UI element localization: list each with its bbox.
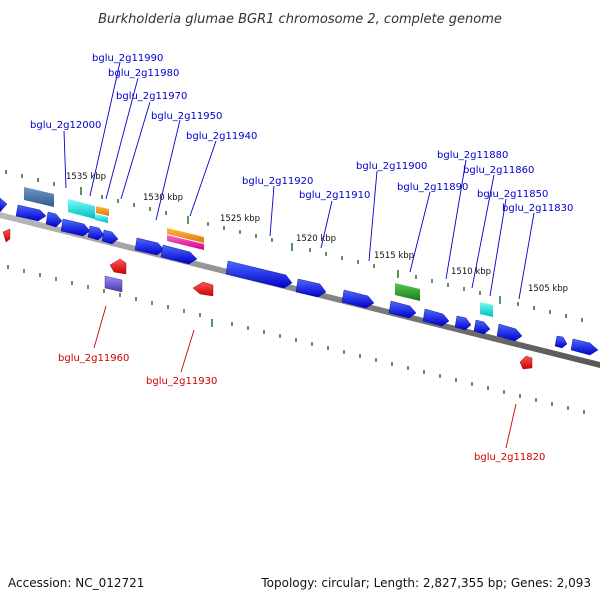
gene-label: bglu_2g11880 [437,150,508,161]
gene-arrow [570,338,599,356]
gene-label: bglu_2g11920 [242,176,313,187]
gene-label: bglu_2g12000 [30,120,101,131]
feature-violet [104,275,123,293]
gene-arrow [295,278,327,298]
scale-ticks-inner [7,265,585,414]
feature-cyan-right [480,302,493,317]
forward-leader-lines [63,61,535,300]
gene-arrow [341,289,375,309]
gene-label: bglu_2g11960 [58,353,129,364]
gene-arrow [554,335,568,349]
gene-label: bglu_2g11990 [92,53,163,64]
kbp-label-1530: 1530 kbp [143,193,183,203]
gene-arrow [15,204,47,222]
reverse-genes [2,228,533,370]
gene-arrow [109,258,127,275]
gene-label: bglu_2g11910 [299,190,370,201]
kbp-label-1525: 1525 kbp [220,214,260,224]
gene-arrow [422,308,450,327]
gene-arrow [519,355,533,370]
gene-label: bglu_2g11940 [186,131,257,142]
gene-arrow [388,300,417,319]
gene-arrow [225,260,293,289]
forward-genes [0,197,599,356]
gene-arrow [473,319,491,335]
gene-arrow [160,244,198,265]
reverse-labels: bglu_2g11960 bglu_2g11930 bglu_2g11820 [58,353,545,463]
gene-arrow [60,218,91,237]
gene-label: bglu_2g11890 [397,182,468,193]
gene-arrow [134,237,165,256]
feature-orange-wide [167,228,204,243]
topology-text: Topology: circular; Length: 2,827,355 bp… [260,576,591,590]
gene-label: bglu_2g11900 [356,161,427,172]
gene-arrow [101,229,119,245]
gene-label: bglu_2g11820 [474,452,545,463]
feature-pink [167,235,204,250]
gene-arrow [454,315,472,331]
forward-features [24,187,493,317]
scale-ticks-outer [5,170,583,322]
forward-labels: bglu_2g11990 bglu_2g11980 bglu_2g11970 b… [30,53,573,214]
accession-text: Accession: NC_012721 [8,576,144,590]
gene-arrow [87,225,105,241]
gene-arrow [0,197,8,213]
kbp-label-1535: 1535 kbp [66,172,106,182]
kbp-label-1510: 1510 kbp [451,267,491,277]
gene-label: bglu_2g11860 [463,165,534,176]
feature-cyan-small [95,214,108,223]
gene-arrow [45,211,63,228]
gene-arrow [192,281,214,297]
feature-steel [24,187,54,207]
map-title: Burkholderia glumae BGR1 chromosome 2, c… [98,12,502,27]
gene-label: bglu_2g11930 [146,376,217,387]
reverse-leader-lines [93,305,517,449]
gene-label: bglu_2g11850 [477,189,548,200]
gene-arrow [496,323,523,342]
kbp-label-1520: 1520 kbp [296,234,336,244]
kbp-label-1515: 1515 kbp [374,251,414,261]
kbp-label-1505: 1505 kbp [528,284,568,294]
gene-label: bglu_2g11830 [502,203,573,214]
feature-orange [96,206,109,216]
feature-cyan [68,199,95,219]
feature-green [395,283,420,301]
gene-label: bglu_2g11970 [116,91,187,102]
gene-label: bglu_2g11980 [108,68,179,79]
gene-label: bglu_2g11950 [151,111,222,122]
gene-arrow [2,228,11,243]
